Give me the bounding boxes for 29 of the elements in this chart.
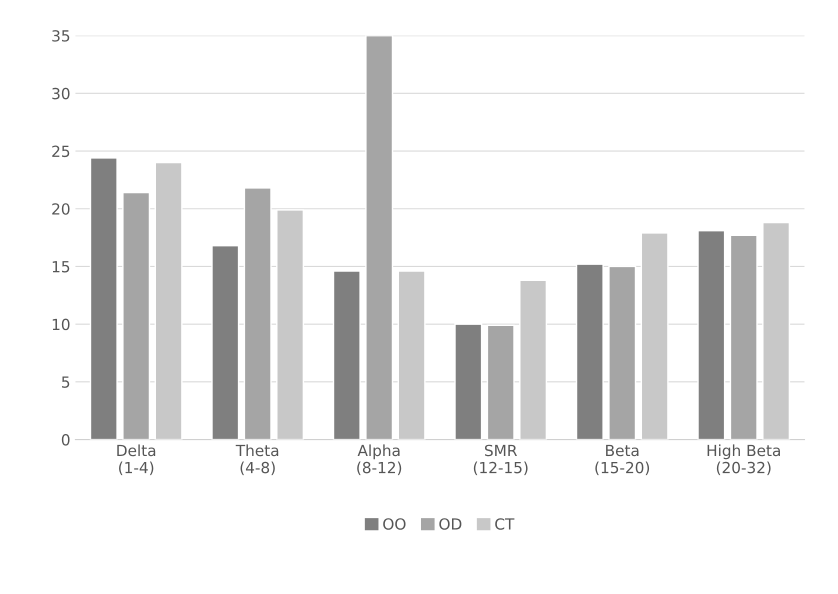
y-tick-label: 10 xyxy=(52,318,70,330)
y-tick-label: 30 xyxy=(52,88,70,100)
bar xyxy=(486,324,515,440)
x-tick-label: SMR (12-15) xyxy=(474,444,528,476)
bar xyxy=(122,192,150,440)
y-tick-label: 5 xyxy=(62,376,70,388)
legend-label: OO xyxy=(383,518,406,530)
y-tick-label: 0 xyxy=(62,434,70,446)
bar xyxy=(454,323,482,440)
bar xyxy=(332,270,361,440)
bar xyxy=(697,230,726,440)
x-tick-label: Theta (4-8) xyxy=(236,444,278,476)
bar xyxy=(90,157,118,440)
bar xyxy=(576,263,604,440)
x-tick-label: Alpha (8-12) xyxy=(357,444,402,476)
y-tick-label: 35 xyxy=(52,30,70,42)
y-tick-label: 15 xyxy=(52,261,70,272)
bar xyxy=(608,266,636,440)
y-tick-label: 25 xyxy=(52,146,70,158)
legend-label: CT xyxy=(495,518,514,530)
x-tick-label: Delta (1-4) xyxy=(117,444,156,476)
legend-label: OD xyxy=(439,518,462,530)
bar xyxy=(730,234,758,440)
x-tick-label: Beta (15-20) xyxy=(595,444,650,476)
bar xyxy=(365,36,394,440)
y-tick-label: 20 xyxy=(52,203,70,215)
bar xyxy=(211,244,240,440)
bar xyxy=(244,187,272,440)
x-tick-label: High Beta (20-32) xyxy=(708,444,780,476)
